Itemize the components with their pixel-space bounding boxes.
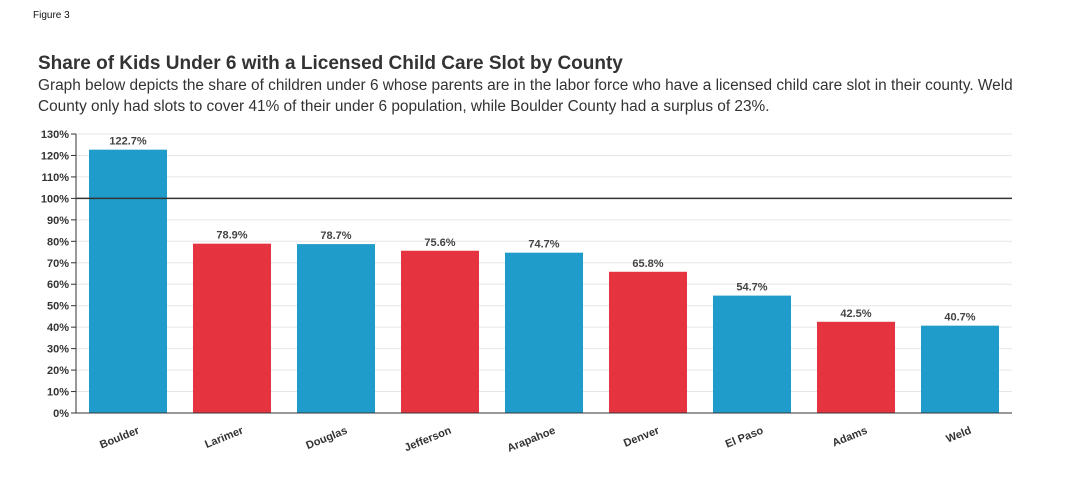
bar-denver xyxy=(609,271,687,413)
bar-weld xyxy=(921,325,999,413)
y-tick-label: 70% xyxy=(47,258,69,270)
y-tick-label: 30% xyxy=(47,344,69,356)
y-tick-label: 90% xyxy=(47,215,69,227)
chart-subtitle: Graph below depicts the share of childre… xyxy=(38,77,1013,115)
x-tick-label: Boulder xyxy=(98,424,142,451)
bar-larimer xyxy=(193,243,271,413)
data-label: 65.8% xyxy=(632,258,663,270)
bar-douglas xyxy=(297,244,375,413)
bar-jefferson xyxy=(401,250,479,413)
y-tick-label: 80% xyxy=(47,236,69,248)
x-tick-label: Denver xyxy=(622,424,662,449)
x-tick-label: Larimer xyxy=(203,424,246,451)
y-tick-label: 130% xyxy=(41,129,69,141)
chart-title: Share of Kids Under 6 with a Licensed Ch… xyxy=(38,53,623,74)
y-tick-label: 120% xyxy=(41,150,69,162)
data-label: 78.9% xyxy=(216,230,247,242)
y-tick-label: 110% xyxy=(41,172,69,184)
x-tick-label: Douglas xyxy=(304,425,349,452)
y-tick-label: 10% xyxy=(47,387,69,399)
data-label: 42.5% xyxy=(840,308,871,320)
bar-arapahoe xyxy=(505,252,583,413)
y-tick-label: 100% xyxy=(41,193,69,205)
y-tick-label: 60% xyxy=(47,279,69,291)
y-tick-label: 50% xyxy=(47,301,69,313)
bar-adams xyxy=(817,321,895,413)
data-label: 75.6% xyxy=(424,237,455,249)
data-label: 40.7% xyxy=(944,312,975,324)
bar-el-paso xyxy=(713,295,791,413)
y-tick-label: 20% xyxy=(47,365,69,377)
x-tick-label: Arapahoe xyxy=(506,425,558,455)
y-tick-label: 0% xyxy=(53,408,69,420)
data-label: 122.7% xyxy=(109,136,147,148)
data-label: 78.7% xyxy=(320,230,351,242)
y-tick-label: 40% xyxy=(47,322,69,334)
x-tick-label: Jefferson xyxy=(403,425,454,455)
x-tick-label: Weld xyxy=(944,425,973,446)
data-label: 74.7% xyxy=(528,239,559,251)
figure-label: Figure 3 xyxy=(33,10,70,21)
x-tick-label: El Paso xyxy=(724,425,766,451)
x-tick-label: Adams xyxy=(831,425,870,450)
data-label: 54.7% xyxy=(736,282,767,294)
bar-boulder xyxy=(89,149,167,413)
